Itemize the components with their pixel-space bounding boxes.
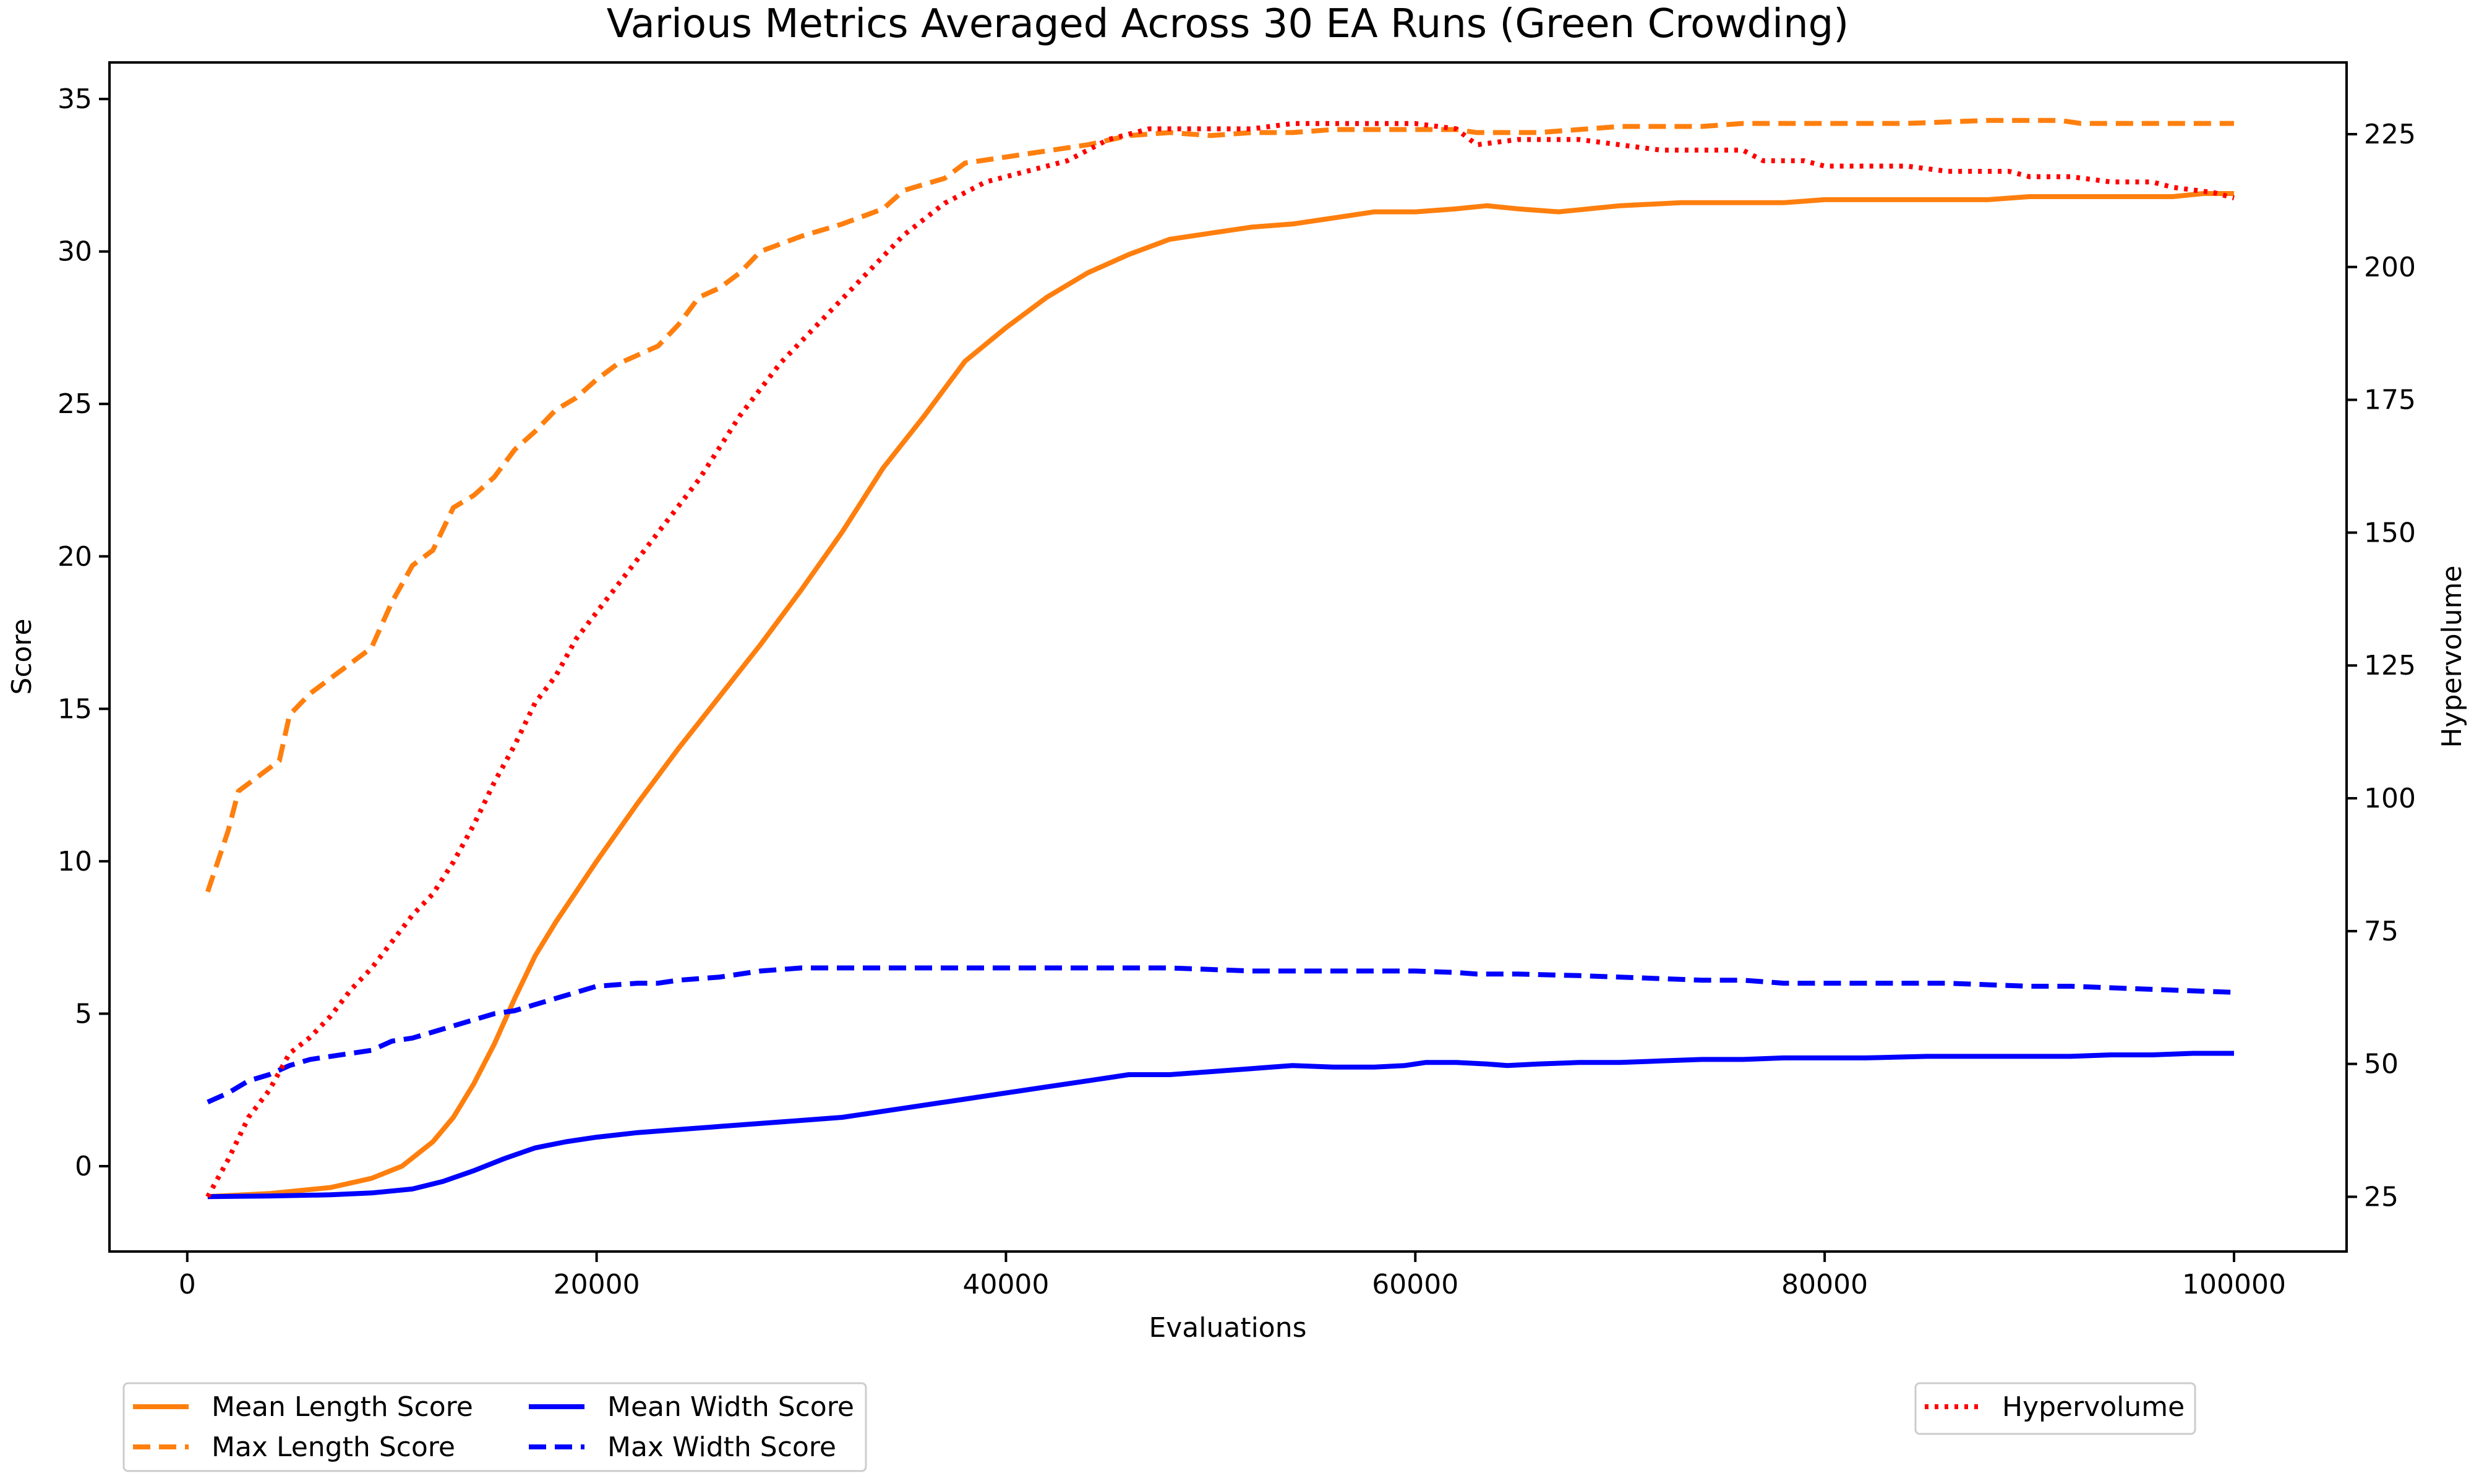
series-line-hypervolume: [205, 121, 2235, 1198]
x-tick-label: 0: [179, 1269, 196, 1300]
y2-tick-label: 200: [2364, 252, 2416, 283]
y-tick-label: 30: [58, 236, 92, 268]
series-line-mean-length-score: [207, 191, 2234, 1200]
legend-right-frame: [1914, 1382, 2196, 1435]
legend-label-max-length: Max Length Score: [212, 1431, 455, 1463]
legend-label-hypervolume: Hypervolume: [2002, 1391, 2185, 1423]
y2-tick-label: 50: [2364, 1049, 2399, 1080]
y2-tick-label: 25: [2364, 1181, 2399, 1213]
y-tick-label: 10: [58, 846, 92, 877]
legend-label-mean-length: Mean Length Score: [212, 1391, 473, 1423]
series-line-max-length-score: [205, 117, 2234, 893]
legend-label-mean-width: Mean Width Score: [607, 1391, 854, 1423]
legend-label-max-width: Max Width Score: [607, 1431, 836, 1463]
series-line-mean-width-score: [207, 1051, 2234, 1200]
plot-area-frame: [108, 61, 2348, 1253]
x-axis-label: Evaluations: [1149, 1312, 1306, 1344]
y-tick-label: 0: [75, 1151, 92, 1182]
y-tick-label: 20: [58, 541, 92, 573]
legend-left-frame: [122, 1382, 867, 1472]
y2-tick-label: 225: [2364, 119, 2416, 150]
x-tick-label: 100000: [2182, 1269, 2286, 1300]
x-axis-ticks: 0 20000 40000 60000 80000 100000: [179, 1252, 2286, 1300]
y2-tick-label: 75: [2364, 916, 2399, 947]
y2-tick-label: 175: [2364, 385, 2416, 416]
y2-axis-ticks: 25 50 75 100 125 150 175 200 225: [2347, 119, 2416, 1213]
legend-left: Mean Length Score Max Length Score Mean …: [122, 1382, 867, 1472]
y-tick-label: 15: [58, 693, 92, 725]
y2-tick-label: 100: [2364, 783, 2416, 814]
y-tick-label: 5: [75, 998, 92, 1030]
plot-series-group: [205, 117, 2235, 1200]
x-tick-label: 80000: [1781, 1269, 1868, 1300]
legend-right: Hypervolume: [1914, 1382, 2196, 1435]
series-line-max-width-score: [207, 965, 2235, 1105]
chart-title: Various Metrics Averaged Across 30 EA Ru…: [607, 1, 1849, 47]
y-axis-label: Score: [6, 618, 38, 694]
x-tick-label: 20000: [554, 1269, 640, 1300]
y-tick-label: 35: [58, 83, 92, 115]
y-tick-label: 25: [58, 388, 92, 420]
x-tick-label: 60000: [1372, 1269, 1458, 1300]
y2-tick-label: 125: [2364, 650, 2416, 681]
y-axis-ticks: 0 5 10 15 20 25 30 35: [58, 83, 109, 1182]
y2-tick-label: 150: [2364, 517, 2416, 548]
y2-axis-label: Hypervolume: [2436, 565, 2468, 748]
x-tick-label: 40000: [962, 1269, 1049, 1300]
